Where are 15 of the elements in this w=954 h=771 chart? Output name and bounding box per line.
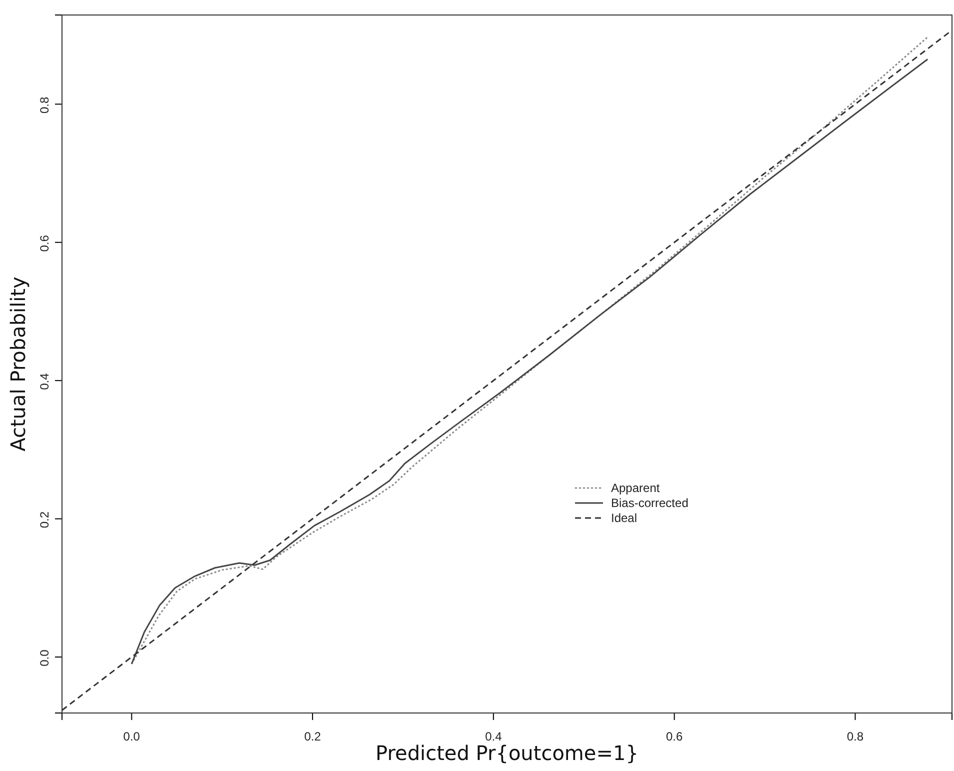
legend-label: Apparent xyxy=(611,481,660,496)
x-axis-title: Predicted Pr{outcome=1} xyxy=(376,741,638,765)
legend-label: Ideal xyxy=(611,511,638,526)
x-tick-label: 0.2 xyxy=(304,730,322,744)
x-tick-label: 0.4 xyxy=(485,730,502,744)
y-axis-title: Actual Probability xyxy=(6,276,30,452)
x-tick-label: 0.6 xyxy=(666,730,683,744)
x-tick-label: 0.0 xyxy=(123,730,140,744)
x-tick-label: 0.8 xyxy=(846,730,864,744)
y-tick-label: 0.2 xyxy=(38,511,52,528)
y-tick-label: 0.0 xyxy=(38,649,52,666)
legend-label: Bias-corrected xyxy=(611,496,688,510)
y-tick-label: 0.6 xyxy=(38,234,52,252)
y-tick-label: 0.8 xyxy=(38,96,52,114)
y-tick-label: 0.4 xyxy=(38,372,52,390)
